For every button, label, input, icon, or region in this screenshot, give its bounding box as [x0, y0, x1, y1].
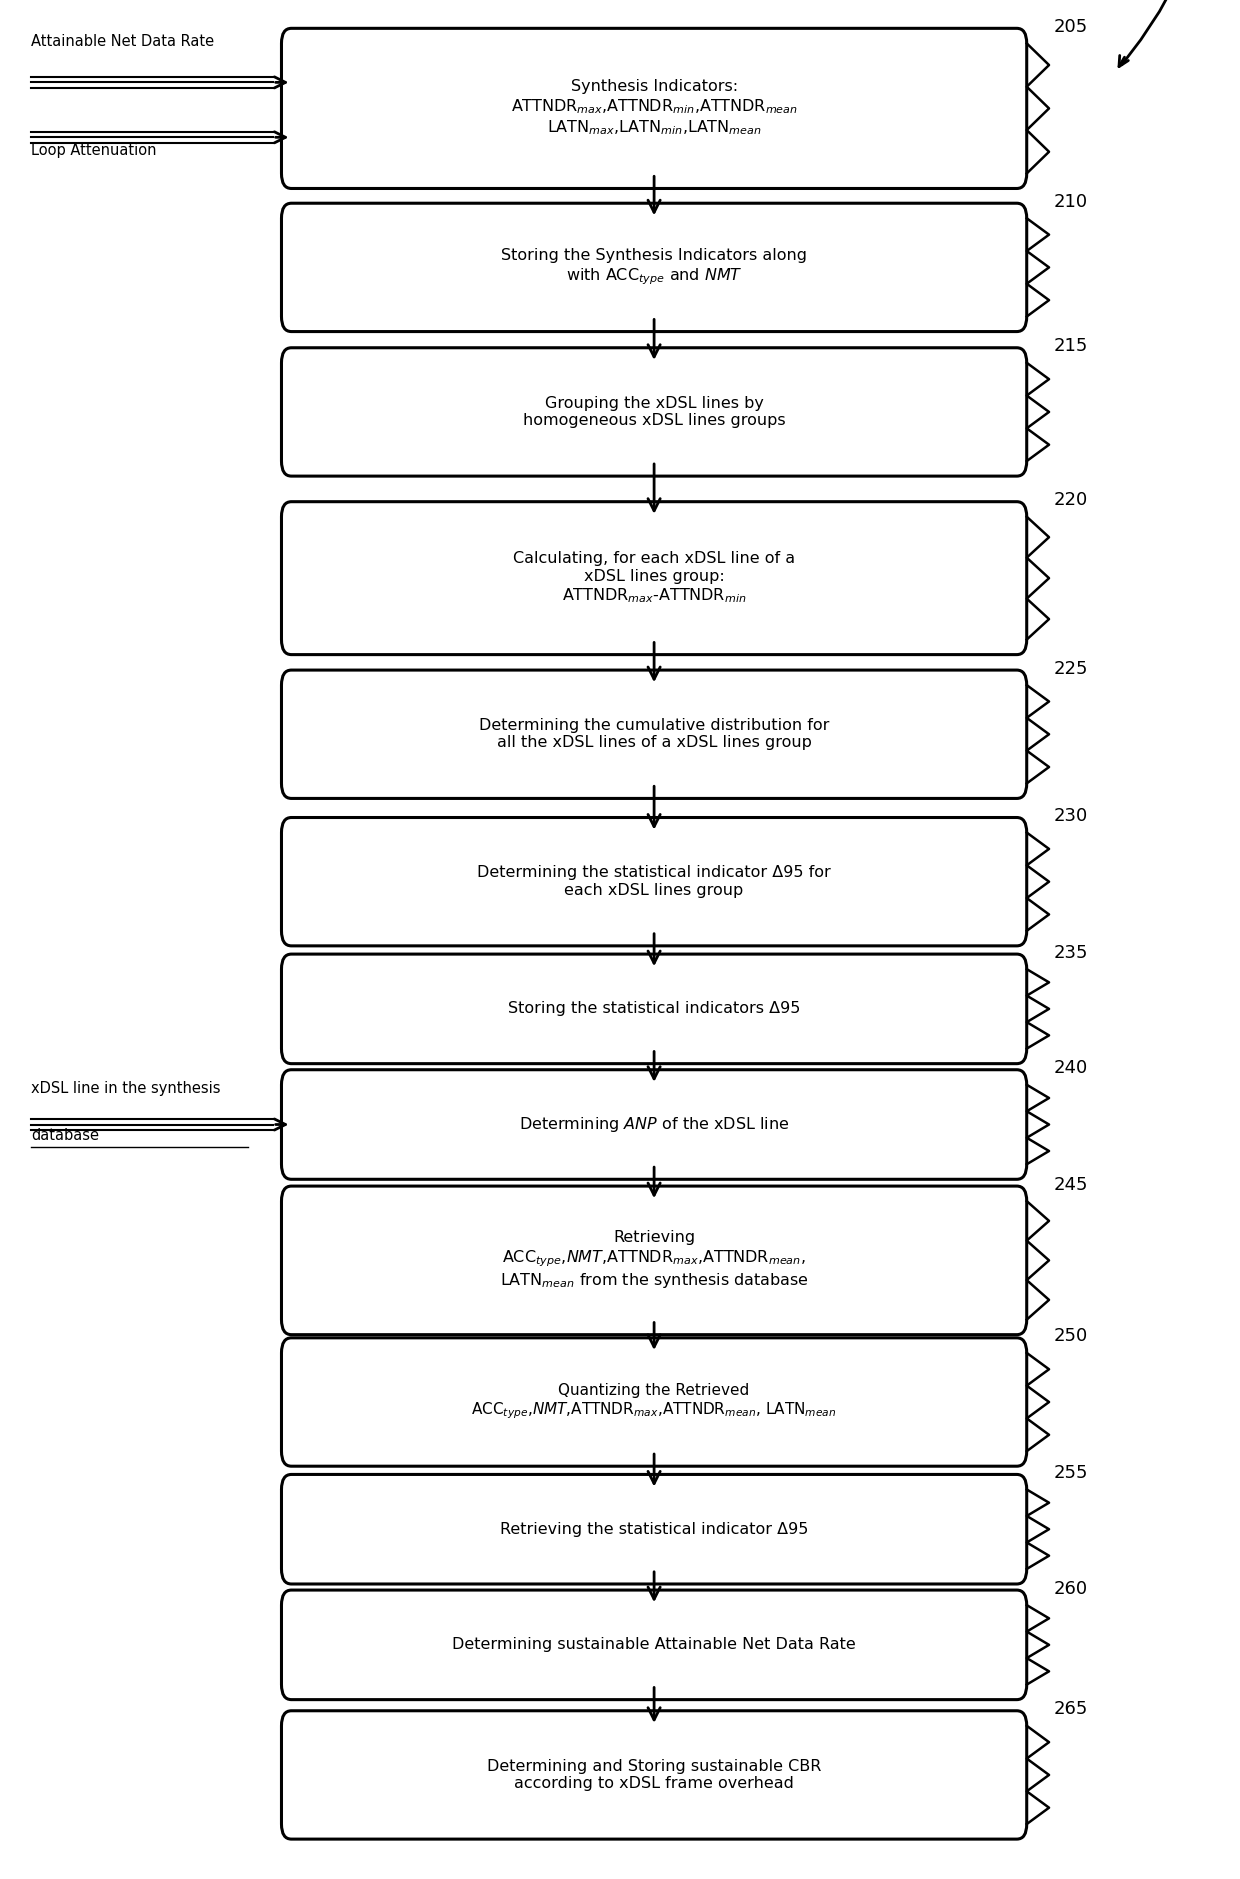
Text: Retrieving
ACC$_{type}$,$NMT$,ATTNDR$_{max}$,ATTNDR$_{mean}$,
LATN$_{mean}$ from: Retrieving ACC$_{type}$,$NMT$,ATTNDR$_{m… — [500, 1231, 808, 1291]
Text: 235: 235 — [1054, 943, 1089, 962]
FancyBboxPatch shape — [281, 817, 1027, 945]
FancyBboxPatch shape — [281, 1069, 1027, 1180]
Text: 255: 255 — [1054, 1464, 1089, 1483]
Text: 225: 225 — [1054, 660, 1089, 678]
Text: Storing the Synthesis Indicators along
with ACC$_{type}$ and $NMT$: Storing the Synthesis Indicators along w… — [501, 248, 807, 287]
FancyBboxPatch shape — [281, 1338, 1027, 1466]
FancyBboxPatch shape — [281, 1186, 1027, 1334]
Text: Determining the statistical indicator Δ95 for
each xDSL lines group: Determining the statistical indicator Δ9… — [477, 866, 831, 898]
Text: Determining the cumulative distribution for
all the xDSL lines of a xDSL lines g: Determining the cumulative distribution … — [479, 718, 830, 750]
Text: 215: 215 — [1054, 336, 1089, 355]
Text: 250: 250 — [1054, 1327, 1089, 1345]
FancyBboxPatch shape — [281, 502, 1027, 654]
Text: Calculating, for each xDSL line of a
xDSL lines group:
ATTNDR$_{max}$-ATTNDR$_{m: Calculating, for each xDSL line of a xDS… — [513, 551, 795, 605]
Text: Synthesis Indicators:
ATTNDR$_{max}$,ATTNDR$_{min}$,ATTNDR$_{mean}$
LATN$_{max}$: Synthesis Indicators: ATTNDR$_{max}$,ATT… — [511, 79, 797, 137]
FancyBboxPatch shape — [281, 671, 1027, 799]
Text: Attainable Net Data Rate: Attainable Net Data Rate — [31, 34, 215, 49]
Text: Determining sustainable Attainable Net Data Rate: Determining sustainable Attainable Net D… — [453, 1637, 856, 1652]
Text: 230: 230 — [1054, 806, 1089, 825]
Text: Determining $ANP$ of the xDSL line: Determining $ANP$ of the xDSL line — [518, 1114, 790, 1135]
FancyBboxPatch shape — [281, 28, 1027, 188]
FancyBboxPatch shape — [281, 955, 1027, 1064]
Text: 205: 205 — [1054, 17, 1089, 36]
Text: 220: 220 — [1054, 490, 1089, 509]
Text: Loop Attenuation: Loop Attenuation — [31, 143, 156, 158]
FancyBboxPatch shape — [281, 1710, 1027, 1840]
Text: xDSL line in the synthesis: xDSL line in the synthesis — [31, 1080, 221, 1095]
Text: Determining and Storing sustainable CBR
according to xDSL frame overhead: Determining and Storing sustainable CBR … — [487, 1759, 821, 1791]
FancyBboxPatch shape — [281, 1475, 1027, 1584]
Text: 240: 240 — [1054, 1060, 1089, 1077]
Text: Quantizing the Retrieved
ACC$_{type}$,$NMT$,ATTNDR$_{max}$,ATTNDR$_{mean}$, LATN: Quantizing the Retrieved ACC$_{type}$,$N… — [471, 1383, 837, 1421]
Text: 260: 260 — [1054, 1580, 1089, 1597]
Text: database: database — [31, 1127, 99, 1142]
FancyBboxPatch shape — [281, 203, 1027, 331]
FancyBboxPatch shape — [281, 348, 1027, 475]
Text: 265: 265 — [1054, 1700, 1089, 1717]
Text: 245: 245 — [1054, 1176, 1089, 1193]
Text: Retrieving the statistical indicator Δ95: Retrieving the statistical indicator Δ95 — [500, 1522, 808, 1537]
Text: Grouping the xDSL lines by
homogeneous xDSL lines groups: Grouping the xDSL lines by homogeneous x… — [523, 396, 785, 428]
FancyBboxPatch shape — [281, 1590, 1027, 1700]
Text: 210: 210 — [1054, 194, 1089, 210]
Text: Storing the statistical indicators Δ95: Storing the statistical indicators Δ95 — [508, 1002, 800, 1017]
